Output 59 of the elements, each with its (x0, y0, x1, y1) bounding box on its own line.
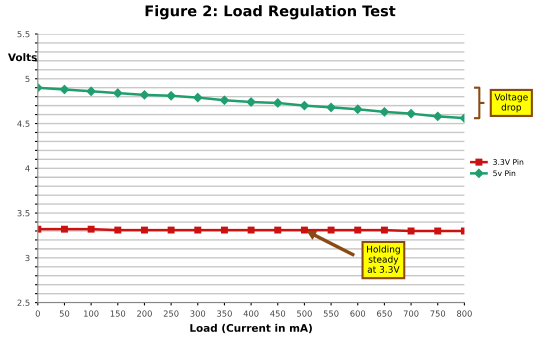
point (88, 226, 95, 233)
point (274, 226, 282, 234)
point (114, 226, 122, 234)
point (220, 96, 230, 105)
point (300, 101, 310, 110)
x-tick-label: 150 (110, 310, 126, 317)
x-tick-label: 750 (430, 310, 446, 317)
point (140, 90, 150, 100)
x-tick-label: 350 (217, 310, 232, 317)
x-tick-label: 600 (350, 310, 366, 317)
x-tick-label: 400 (244, 310, 258, 317)
y-tick-label: 2.5 (18, 300, 30, 306)
point (113, 88, 122, 98)
point (380, 226, 388, 234)
point (406, 109, 416, 118)
x-tick-label: 500 (297, 310, 312, 317)
point (246, 97, 256, 107)
point (166, 91, 176, 100)
point (328, 226, 335, 234)
point (434, 228, 442, 234)
x-tick-label: 0 (36, 310, 40, 317)
y-tick-label: 3.5 (18, 210, 30, 216)
x-tick-label: 800 (457, 310, 472, 317)
point (60, 226, 68, 233)
x-tick-label: 200 (137, 310, 152, 317)
y-tick-label: 5 (26, 76, 30, 82)
x-tick-label: 650 (377, 310, 392, 317)
point (273, 98, 282, 108)
point (354, 226, 362, 234)
point (248, 226, 255, 234)
x-tick-label: 50 (60, 310, 70, 317)
point (194, 226, 202, 234)
y-tick-label: 3 (25, 254, 30, 262)
text: Voltage drop (494, 94, 528, 112)
x-tick-label: 550 (324, 310, 338, 317)
point (380, 107, 390, 117)
x-tick-label: 250 (164, 310, 179, 317)
point (300, 226, 308, 234)
point (408, 228, 415, 234)
x-tick-label: 100 (84, 310, 99, 317)
point (326, 102, 336, 112)
point (433, 112, 442, 121)
y-tick-label: 5.5 (18, 31, 30, 38)
annotation: Holding steady at 3.3V (367, 246, 400, 273)
x-tick-label: 450 (270, 310, 286, 317)
y-tick-label: 4 (25, 165, 30, 172)
chart-title: Figure 2: Load Regulation Test (146, 5, 396, 20)
point (353, 104, 362, 114)
point (86, 86, 96, 96)
x-axis-title: Load (Current in mA) (190, 324, 312, 334)
point (168, 226, 175, 234)
y-axis-title: Volts (8, 53, 37, 62)
point (60, 84, 70, 94)
x-tick-label: 300 (190, 310, 206, 317)
point (220, 226, 228, 234)
x-tick-label: 700 (404, 310, 418, 317)
point (140, 226, 148, 234)
point (193, 92, 202, 102)
y-tick-label: 4.5 (17, 120, 30, 127)
